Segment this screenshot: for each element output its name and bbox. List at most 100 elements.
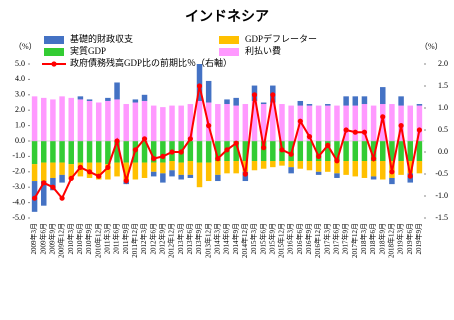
x-tick-label: 2018年3月 bbox=[359, 223, 368, 255]
bar-segment bbox=[288, 161, 294, 168]
bar-segment bbox=[306, 141, 313, 162]
bar-segment bbox=[95, 162, 102, 180]
bar-segment bbox=[380, 87, 386, 105]
bar-segment bbox=[343, 141, 349, 162]
bar-segment bbox=[306, 105, 313, 141]
bar-segment bbox=[31, 164, 38, 182]
y-tick-label: 4.0 bbox=[15, 74, 25, 83]
bar-segment bbox=[77, 96, 84, 100]
line-point bbox=[334, 158, 340, 164]
bar-segment bbox=[114, 82, 120, 100]
legend-marker bbox=[51, 61, 57, 67]
bar-segment bbox=[86, 99, 93, 101]
x-tick-label: 2011年6月 bbox=[112, 223, 121, 254]
bar-segment bbox=[31, 141, 38, 165]
line-point bbox=[343, 127, 349, 133]
bar-segment bbox=[361, 96, 368, 105]
bar-segment bbox=[141, 94, 148, 101]
bar-segment bbox=[361, 141, 368, 162]
line-point bbox=[380, 114, 386, 120]
bar-segment bbox=[187, 141, 194, 162]
line-point bbox=[86, 169, 93, 175]
bar-segment bbox=[141, 141, 148, 163]
bar-segment bbox=[380, 141, 386, 162]
bar-segment bbox=[50, 177, 56, 191]
line-point bbox=[224, 147, 230, 153]
line-point bbox=[169, 149, 175, 155]
line-point bbox=[187, 136, 193, 142]
x-tick-label: 2017年3月 bbox=[322, 223, 331, 255]
line-point bbox=[77, 164, 83, 170]
line-point bbox=[41, 180, 47, 186]
bar-segment bbox=[160, 141, 166, 163]
bar-segment bbox=[40, 141, 47, 163]
x-tick-label: 2018年12月 bbox=[387, 223, 396, 258]
bar-segment bbox=[178, 174, 184, 180]
bar-segment bbox=[315, 105, 322, 141]
x-tick-label: 2013年12月 bbox=[203, 223, 212, 258]
bar-segment bbox=[187, 104, 194, 141]
x-tick-label: 2016年12月 bbox=[313, 223, 322, 258]
y-tick-label: 2.0 bbox=[15, 105, 25, 114]
bar-segment bbox=[205, 141, 212, 163]
bar-segment bbox=[150, 162, 157, 172]
bar-segment bbox=[196, 100, 203, 141]
x-tick-label: 2013年9月 bbox=[194, 223, 203, 255]
legend-swatch bbox=[44, 48, 64, 56]
bar-segment bbox=[105, 97, 111, 101]
bar-segment bbox=[361, 161, 368, 178]
bar-segment bbox=[315, 161, 322, 172]
x-tick-label: 2012年12月 bbox=[167, 223, 176, 258]
x-tick-label: 2017年9月 bbox=[341, 223, 350, 255]
bar-segment bbox=[59, 162, 65, 175]
x-tick-label: 2010年12月 bbox=[93, 223, 102, 258]
bar-segment bbox=[407, 161, 414, 174]
x-tick-label: 2018年9月 bbox=[377, 223, 386, 255]
x-tick-label: 2014年9月 bbox=[231, 223, 240, 255]
bar-segment bbox=[205, 80, 212, 103]
bar-segment bbox=[260, 161, 267, 169]
x-tick-label: 2016年3月 bbox=[286, 223, 295, 255]
line-point bbox=[279, 147, 285, 153]
x-tick-label: 2013年3月 bbox=[176, 223, 185, 255]
bar-segment bbox=[123, 104, 129, 141]
y2-tick-label: 0.0 bbox=[438, 147, 448, 156]
bar-segment bbox=[40, 162, 47, 182]
bar-segment bbox=[215, 104, 221, 141]
bar-segment bbox=[315, 141, 322, 162]
bar-segment bbox=[141, 162, 148, 178]
bar-segment bbox=[40, 181, 47, 206]
legend-label: 基礎的財政収支 bbox=[70, 33, 133, 44]
bar-segment bbox=[352, 141, 359, 162]
bar-segment bbox=[251, 141, 258, 162]
line-point bbox=[398, 123, 404, 129]
y2-tick-label: -0.5 bbox=[435, 169, 448, 178]
bar-segment bbox=[242, 104, 249, 141]
bar-segment bbox=[334, 105, 340, 141]
x-tick-label: 2019年6月 bbox=[405, 223, 414, 255]
bar-segment bbox=[105, 100, 111, 141]
bar-segment bbox=[334, 141, 340, 162]
legend-label: 政府債務残高GDP比の前期比％（右軸） bbox=[70, 57, 232, 68]
bar-segment bbox=[141, 100, 148, 141]
bar-segment bbox=[68, 141, 74, 165]
line-point bbox=[288, 151, 294, 157]
x-tick-label: 2010年6月 bbox=[75, 223, 84, 255]
x-tick-label: 2017年12月 bbox=[350, 223, 359, 258]
bar-segment bbox=[205, 162, 212, 182]
bar-segment bbox=[123, 162, 129, 182]
line-point bbox=[371, 156, 377, 162]
bar-segment bbox=[31, 96, 38, 141]
bar-segment bbox=[279, 104, 285, 141]
bar-segment bbox=[215, 141, 221, 162]
line-point bbox=[178, 149, 184, 155]
bar-segment bbox=[380, 161, 386, 180]
y-tick-label: 0.0 bbox=[15, 136, 25, 145]
line-point bbox=[50, 184, 56, 190]
x-tick-label: 2019年9月 bbox=[414, 223, 423, 255]
x-tick-label: 2015年6月 bbox=[258, 223, 267, 255]
line-point bbox=[261, 145, 267, 151]
y2-tick-label: -1.0 bbox=[435, 191, 448, 200]
bar-segment bbox=[306, 161, 313, 171]
